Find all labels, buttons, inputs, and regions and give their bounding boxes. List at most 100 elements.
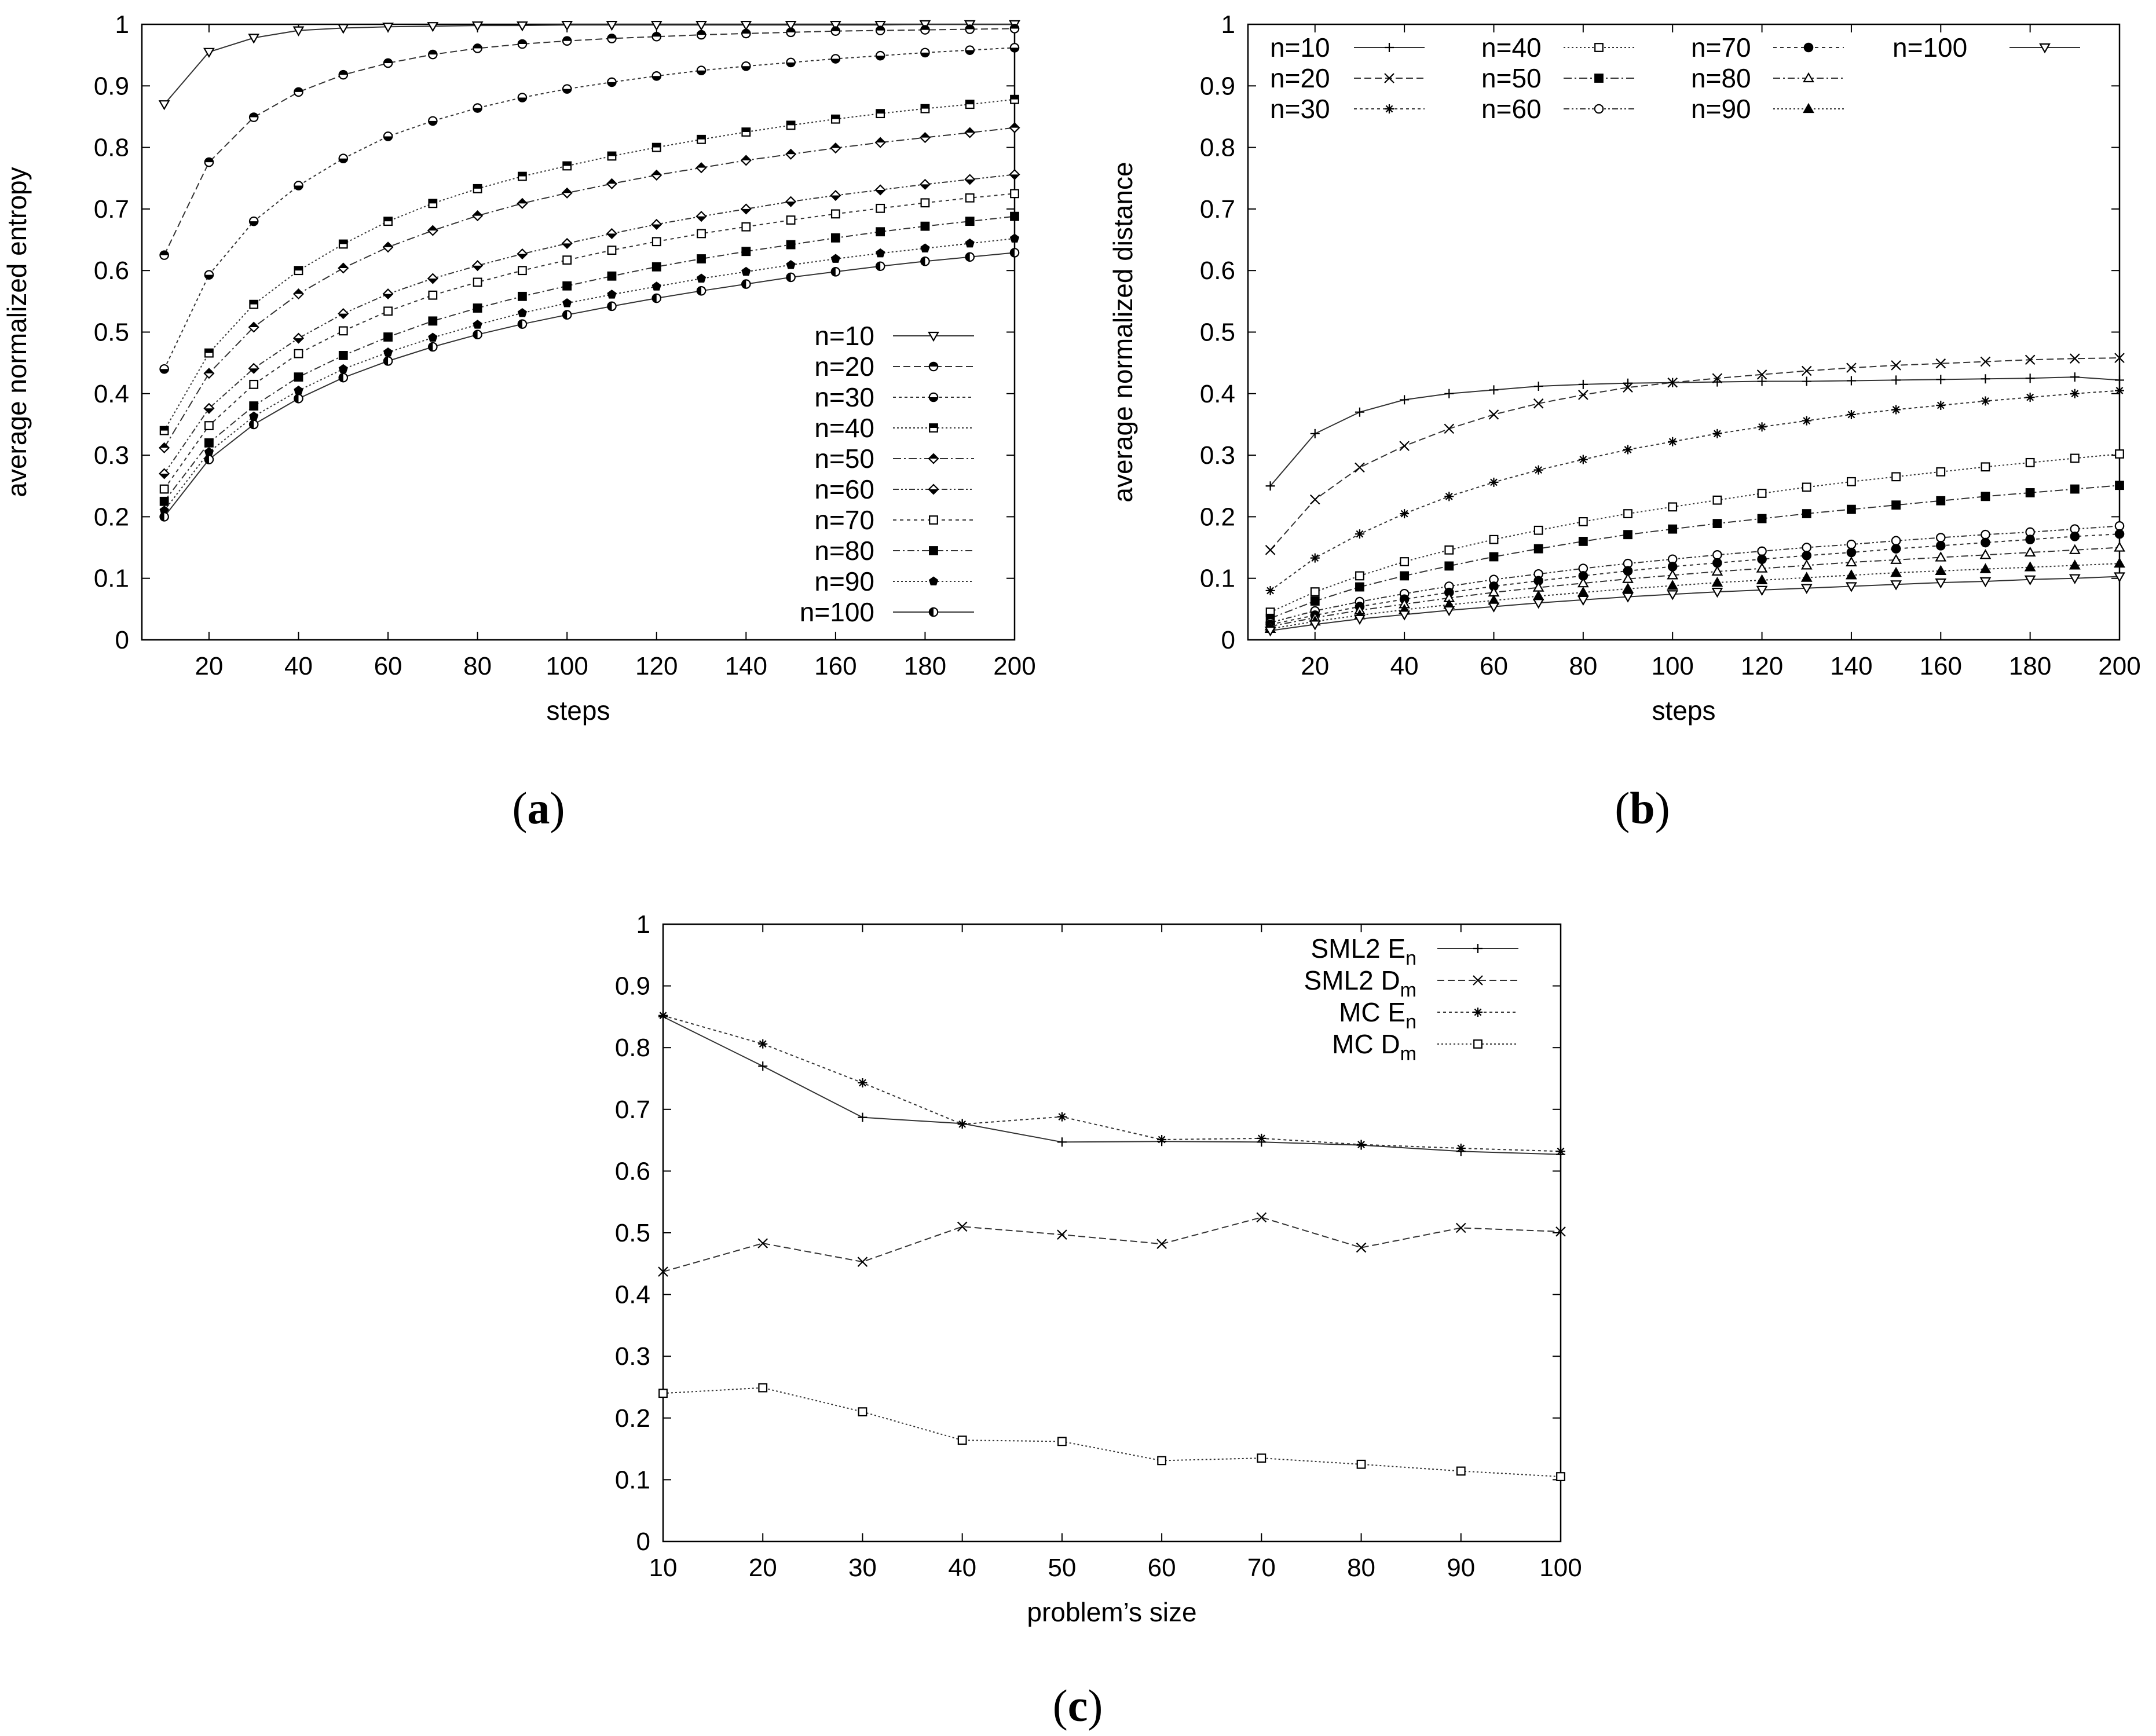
legend-marker: [928, 392, 939, 402]
data-point: [1444, 423, 1455, 434]
data-point: [2025, 534, 2035, 545]
series-n-100: [159, 248, 1020, 522]
data-point: [607, 246, 617, 255]
legend-entry: n=60: [1481, 94, 1634, 124]
legend-label: n=10: [1270, 32, 1330, 63]
x-tick-label: 60: [1480, 652, 1508, 680]
legend-marker: [929, 515, 938, 525]
series-mc-e-n: [658, 1010, 1565, 1156]
data-point: [651, 169, 662, 181]
series-line: [1270, 547, 2120, 627]
data-point: [1399, 441, 1410, 451]
data-point: [607, 77, 617, 87]
data-point: [785, 148, 797, 160]
legend-label: n=80: [1691, 63, 1751, 93]
legend-marker: [1473, 1039, 1483, 1049]
data-point: [1257, 1453, 1266, 1463]
data-point: [2115, 449, 2124, 459]
legend-label: n=40: [1481, 32, 1542, 63]
data-point: [1488, 409, 1499, 420]
data-point: [876, 248, 885, 258]
series-n-60: [159, 169, 1020, 479]
y-tick-label: 0: [115, 626, 129, 654]
data-point: [428, 316, 438, 326]
data-point: [741, 266, 751, 276]
data-point: [2024, 546, 2036, 557]
data-point: [159, 468, 170, 479]
data-point: [1622, 573, 1634, 583]
legend-marker: [2039, 43, 2051, 54]
data-point: [1533, 398, 1544, 409]
data-point: [1891, 544, 1901, 554]
y-tick-label: 0.2: [1200, 503, 1235, 531]
data-point: [1712, 428, 1722, 438]
legend-marker: [928, 453, 939, 464]
data-point: [383, 131, 393, 141]
series-line: [1269, 376, 2120, 486]
legend-marker: [1803, 102, 1814, 113]
data-point: [697, 229, 706, 239]
x-tick-label: 160: [1920, 652, 1962, 680]
legend-entry: n=20: [814, 351, 974, 382]
data-point: [758, 1039, 768, 1049]
data-point: [1668, 502, 1678, 512]
x-tick-label: 40: [284, 652, 313, 680]
data-point: [1802, 551, 1812, 561]
data-point: [1265, 585, 1275, 595]
data-point: [428, 49, 438, 60]
data-point: [696, 65, 707, 76]
series-n-80: [159, 211, 1019, 506]
data-point: [876, 109, 885, 119]
data-point: [1756, 585, 1768, 596]
data-point: [473, 320, 482, 329]
y-tick-label: 0.8: [1200, 134, 1235, 162]
data-point: [1668, 524, 1678, 534]
data-point: [1265, 481, 1275, 491]
data-point: [658, 1266, 668, 1277]
legend-marker: [1594, 74, 1604, 83]
legend-marker: [928, 361, 939, 372]
data-point: [1578, 390, 1588, 400]
data-point: [427, 273, 438, 284]
data-point: [1355, 529, 1364, 539]
legend-entry: n=80: [814, 536, 974, 566]
series-line: [163, 193, 1015, 490]
data-point: [1057, 1229, 1067, 1240]
series-n-50: [159, 122, 1020, 453]
data-point: [920, 198, 930, 208]
data-point: [1444, 545, 1454, 555]
data-point: [159, 250, 169, 260]
y-tick-label: 0.8: [615, 1034, 650, 1062]
y-tick-label: 0.9: [615, 972, 650, 1001]
data-point: [876, 227, 885, 237]
legend-entry: n=60: [814, 474, 974, 504]
data-point: [2114, 521, 2125, 531]
panel-label-a: (a): [513, 783, 565, 833]
x-tick-label: 180: [904, 652, 946, 680]
data-point: [2114, 353, 2125, 363]
data-point: [1936, 400, 1946, 410]
data-point: [204, 455, 214, 464]
x-axis-label: problem’s size: [1027, 1597, 1196, 1627]
data-point: [697, 134, 706, 144]
data-point: [338, 153, 349, 164]
data-point: [1578, 379, 1588, 389]
series-line: [163, 252, 1015, 518]
data-point: [1354, 614, 1366, 625]
data-point: [473, 103, 482, 113]
data-point: [1533, 382, 1543, 391]
data-point: [159, 364, 169, 374]
data-point: [517, 39, 528, 49]
series-line: [163, 174, 1015, 474]
x-tick-label: 20: [195, 652, 223, 680]
data-point: [786, 240, 796, 250]
data-point: [1489, 552, 1499, 562]
data-point: [1935, 565, 1947, 576]
legend-marker: [1473, 1008, 1483, 1017]
data-point: [1891, 360, 1901, 371]
data-point: [1667, 377, 1678, 388]
series-line: [163, 24, 1015, 105]
data-point: [1555, 1226, 1566, 1237]
legend-entry: n=30: [1270, 94, 1425, 124]
data-point: [829, 20, 841, 31]
